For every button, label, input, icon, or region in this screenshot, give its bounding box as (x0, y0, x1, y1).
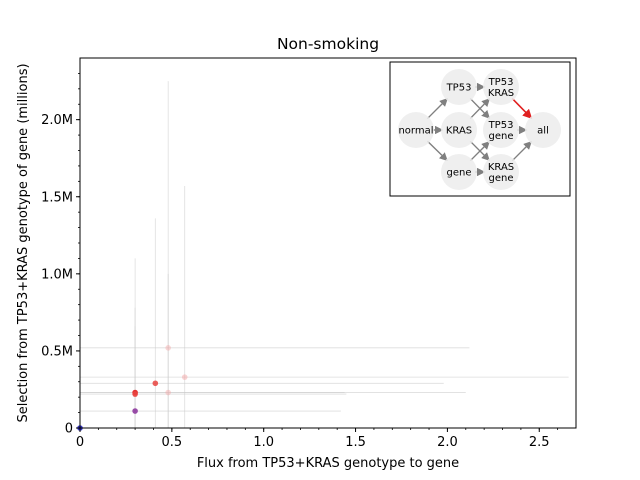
x-tick-label: 2.5 (529, 435, 550, 450)
x-tick-label: 1.5 (345, 435, 366, 450)
error-bars (80, 81, 569, 428)
x-tick-label: 0 (76, 435, 84, 450)
data-point (152, 380, 159, 387)
inset-edge (511, 97, 533, 119)
data-point (165, 345, 171, 351)
inset-node-label: gene (447, 168, 472, 179)
y-axis-ticks: 0 0.5M 1.0M 1.5M 2.0M (41, 73, 80, 437)
inset-edge (469, 141, 490, 162)
inset-edge (426, 140, 448, 162)
data-point (132, 408, 138, 414)
x-axis-ticks: 0 0.5 1.0 1.5 2.0 2.5 (76, 428, 559, 450)
inset-node (483, 154, 519, 190)
y-tick-label: 0 (65, 422, 73, 437)
inset-node-label: KRAS (446, 126, 472, 137)
inset-node-label: all (537, 126, 549, 137)
chart-title: Non-smoking (277, 35, 379, 53)
x-tick-label: 0.5 (162, 435, 183, 450)
inset-node (441, 112, 477, 148)
inset-node (398, 112, 434, 148)
x-tick-label: 1.0 (253, 435, 274, 450)
inset-node (525, 112, 561, 148)
inset-node (441, 69, 477, 105)
y-axis-label: Selection from TP53+KRAS genotype of gen… (16, 63, 31, 422)
inset-node-label: TP53 KRAS (488, 77, 515, 99)
data-point (165, 389, 171, 396)
inset-node (441, 154, 477, 190)
data-point (132, 391, 138, 397)
inset-node-label: TP53 gene (488, 120, 514, 142)
x-tick-label: 2.0 (437, 435, 458, 450)
inset-node-label: normal (398, 126, 433, 137)
data-point (181, 374, 188, 380)
inset-edge (469, 98, 491, 120)
inset-edge (426, 98, 448, 120)
x-axis-label: Flux from TP53+KRAS genotype to gene (197, 456, 459, 471)
y-tick-label: 1.0M (41, 267, 73, 282)
inset-edge (511, 141, 532, 162)
y-tick-label: 1.5M (41, 190, 73, 205)
inset-node-label: TP53 (446, 83, 472, 94)
inset-node-label: KRAS gene (488, 162, 514, 184)
inset-node (483, 112, 519, 148)
y-tick-label: 0.5M (41, 344, 73, 359)
inset-node (483, 69, 519, 105)
y-tick-label: 2.0M (41, 113, 73, 128)
data-points (77, 345, 188, 431)
